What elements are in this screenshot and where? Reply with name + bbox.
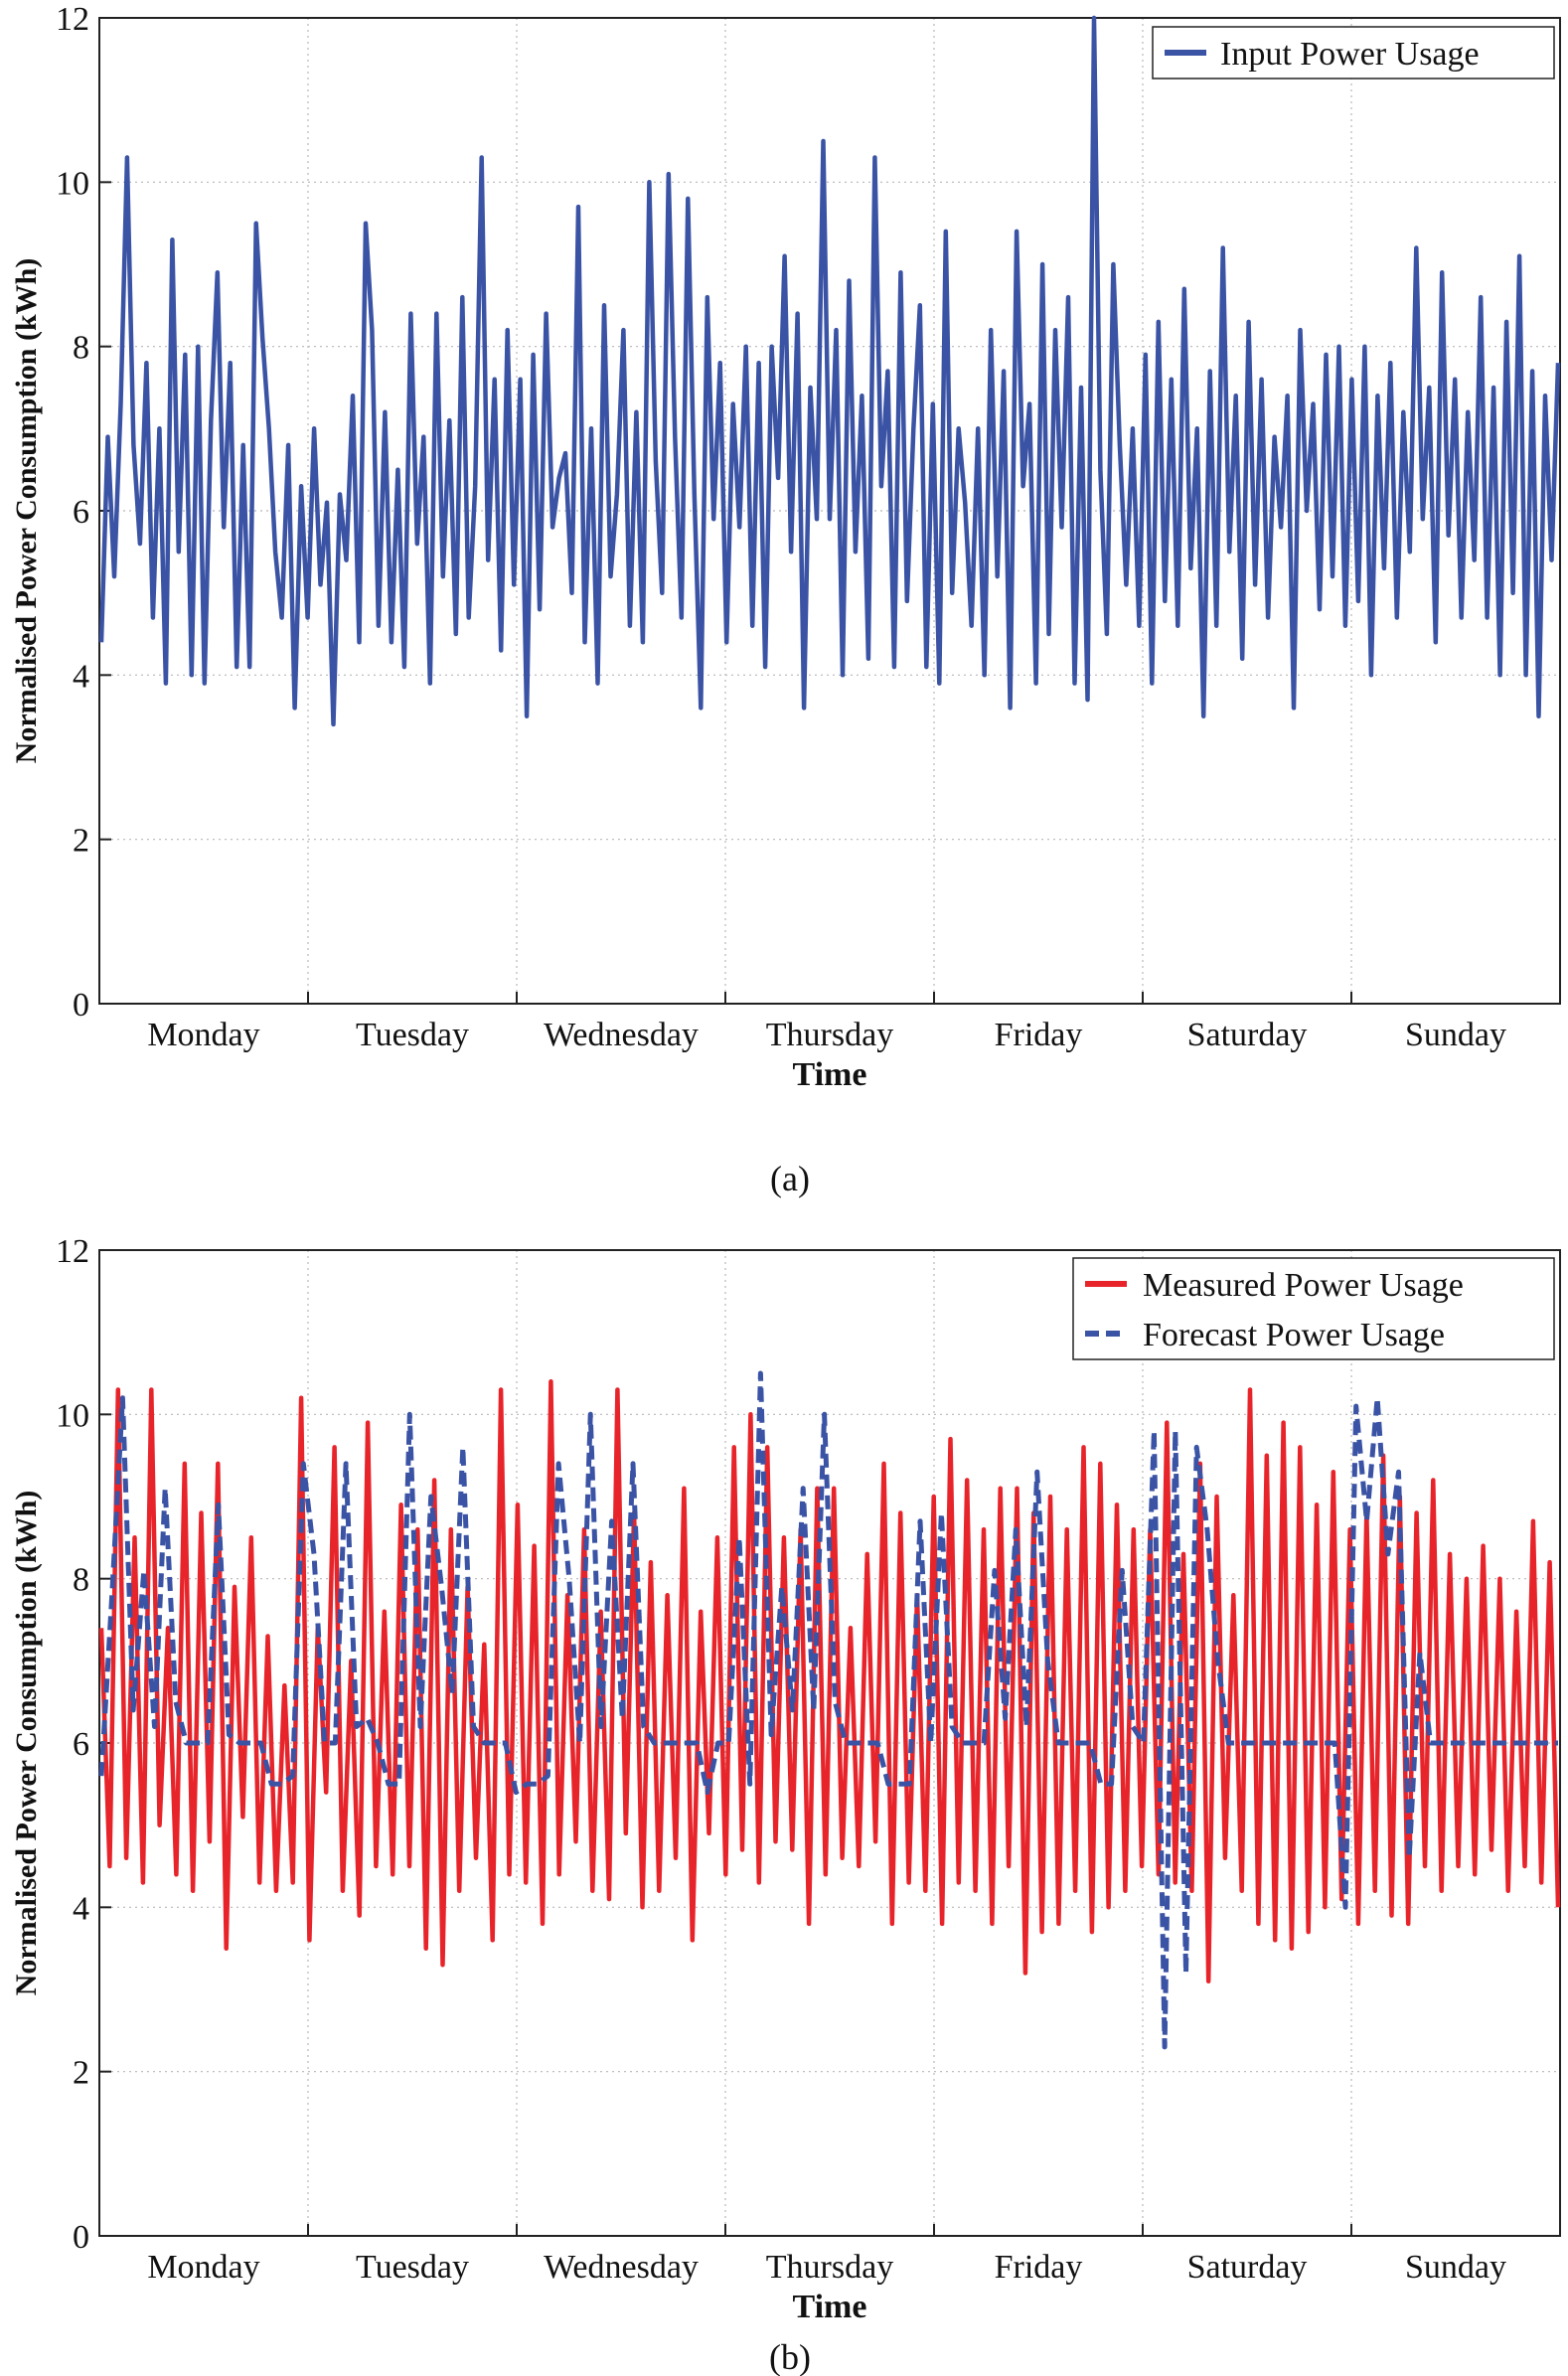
x-axis-label: Time [793, 2289, 867, 2325]
caption-a: (a) [770, 1159, 810, 1198]
x-tick-label: Friday [995, 1017, 1083, 1053]
legend-label-measured-power-usage: Measured Power Usage [1143, 1267, 1464, 1304]
x-tick-label: Wednesday [544, 1017, 699, 1053]
y-tick-label: 6 [73, 494, 89, 531]
legend-label-input-power-usage: Input Power Usage [1220, 36, 1480, 73]
x-tick-label: Thursday [766, 1017, 893, 1053]
y-tick-label: 2 [73, 823, 89, 860]
x-tick-label: Wednesday [544, 2249, 699, 2286]
chart-b: 0 2 4 6 8 10 12 Monday Tuesday Wednesday Thursday… [10, 1233, 1561, 2376]
x-axis-label: Time [793, 1056, 867, 1093]
series-line-forecast-power-usage [98, 1370, 1558, 2050]
series-line-measured-power-usage [98, 1379, 1561, 1983]
y-axis-label: Normalised Power Consumption (kWh) [10, 258, 43, 764]
y-tick-label: 10 [56, 165, 89, 202]
y-tick-label: 4 [73, 658, 89, 695]
legend-box [1152, 26, 1555, 79]
legend: Measured Power Usage Forecast Power Usag… [1072, 1257, 1555, 1360]
series-line-input-power-usage [98, 15, 1561, 727]
y-tick-label: 4 [73, 1890, 89, 1927]
y-tick-label: 10 [56, 1397, 89, 1434]
x-tick-label: Tuesday [356, 1017, 469, 1053]
y-tick-label: 2 [73, 2055, 89, 2092]
x-tick-label: Tuesday [356, 2249, 469, 2286]
y-tick-label: 8 [73, 1562, 89, 1599]
x-tick-label: Saturday [1187, 1017, 1308, 1053]
x-tick-labels: Monday Tuesday Wednesday Thursday Friday Satu… [147, 2249, 1506, 2286]
plot-frame [98, 17, 1561, 1005]
chart-a: 0 2 4 6 8 10 12 Monday Tuesday Wednesday Thursday… [10, 1, 1561, 1198]
x-tick-label: Saturday [1187, 2249, 1308, 2286]
x-tick-label: Sunday [1405, 2249, 1506, 2286]
legend-box [1072, 1257, 1555, 1360]
y-tick-labels: 0 2 4 6 8 10 12 [56, 1233, 89, 2256]
plot-frame [98, 1249, 1561, 2237]
y-tick-label: 8 [73, 330, 89, 367]
caption-b: (b) [769, 2337, 811, 2376]
x-tick-label: Sunday [1405, 1017, 1506, 1053]
series-group [98, 15, 1561, 727]
legend: Input Power Usage [1152, 26, 1555, 79]
x-tick-labels: Monday Tuesday Wednesday Thursday Friday Satu… [147, 1017, 1506, 1053]
y-tick-label: 12 [56, 1233, 89, 1270]
legend-label-forecast-power-usage: Forecast Power Usage [1143, 1317, 1445, 1353]
y-tick-label: 12 [56, 1, 89, 38]
y-tick-label: 0 [73, 987, 89, 1024]
y-tick-label: 0 [73, 2219, 89, 2256]
series-group [98, 1370, 1561, 2050]
x-tick-label: Friday [995, 2249, 1083, 2286]
x-tick-label: Thursday [766, 2249, 893, 2286]
y-axis-label: Normalised Power Consumption (kWh) [10, 1491, 43, 1996]
x-tick-label: Monday [147, 1017, 259, 1053]
y-tick-label: 6 [73, 1726, 89, 1763]
x-tick-label: Monday [147, 2249, 259, 2286]
y-tick-labels: 0 2 4 6 8 10 12 [56, 1, 89, 1024]
